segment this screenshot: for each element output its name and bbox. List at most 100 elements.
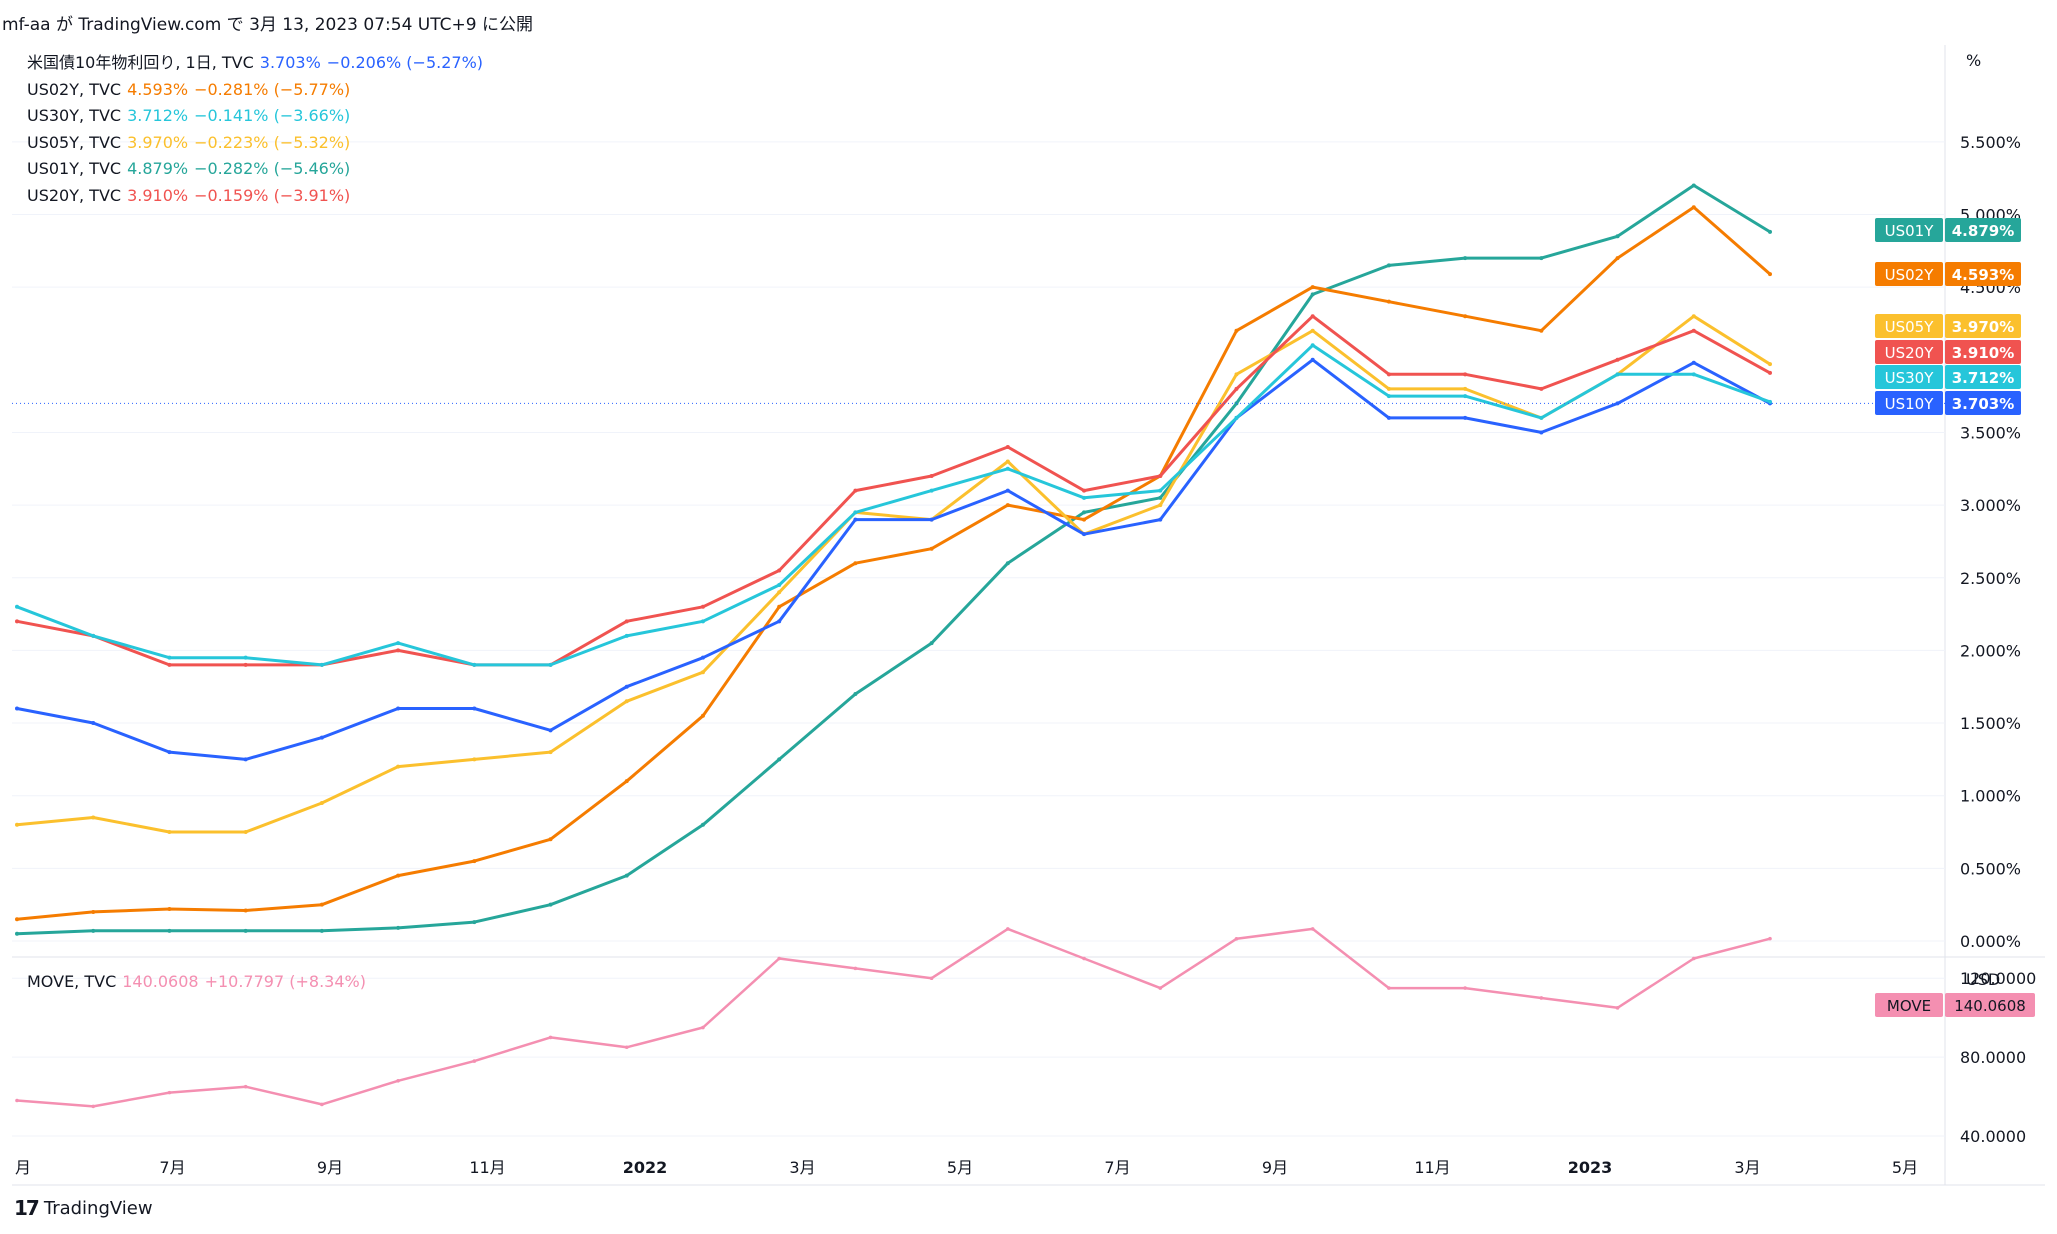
- data-point-us02y: [243, 908, 248, 913]
- data-point-move: [1768, 936, 1772, 941]
- data-point-us10y: [700, 655, 705, 660]
- data-point-move: [1006, 927, 1010, 931]
- x-tick-label: 7月: [159, 1158, 185, 1177]
- data-point-us02y: [1082, 517, 1087, 522]
- y-tick-label: 1.000%: [1960, 787, 2021, 806]
- data-point-us30y: [15, 604, 19, 609]
- data-point-us30y: [243, 655, 248, 660]
- price-badge-us20y[interactable]: US20Y 3.910%: [1875, 340, 2021, 364]
- data-point-us02y: [1539, 328, 1544, 333]
- price-axis-unit-percent: %: [1966, 51, 1981, 70]
- y-tick-label: 120.0000: [1960, 969, 2036, 988]
- data-point-us30y: [396, 641, 401, 646]
- data-point-us01y: [1691, 183, 1696, 188]
- move-legend[interactable]: MOVE, TVC 140.0608 +10.7797 (+8.34%): [27, 972, 366, 991]
- series-line-us01y: [16, 183, 1771, 936]
- price-badge-us05y[interactable]: US05Y 3.970%: [1875, 314, 2021, 338]
- data-point-us30y: [1463, 394, 1468, 399]
- legend-change: −0.223% (−5.32%): [194, 132, 351, 152]
- data-point-move: [1615, 1006, 1620, 1010]
- data-point-us10y: [319, 735, 324, 740]
- legend-row-us10y[interactable]: 米国債10年物利回り, 1日, TVC 3.703% −0.206% (−5.27%…: [27, 50, 489, 77]
- data-point-us20y: [1310, 314, 1315, 319]
- data-point-move: [320, 1102, 324, 1107]
- legend-name: US01Y, TVC: [27, 159, 122, 178]
- data-point-us01y: [1539, 256, 1544, 261]
- data-point-us05y: [624, 699, 629, 704]
- legend-row-us05y[interactable]: US05Y, TVC 3.970% −0.223% (−5.32%): [27, 130, 489, 157]
- data-point-us10y: [396, 706, 401, 711]
- data-point-us02y: [548, 837, 553, 842]
- price-badge-us10y[interactable]: US10Y 3.703%: [1875, 391, 2021, 415]
- data-point-us05y: [472, 757, 477, 762]
- legend-value: 4.879%: [127, 159, 189, 178]
- data-point-us30y: [700, 619, 705, 624]
- data-point-us20y: [1005, 444, 1010, 449]
- data-point-us10y: [15, 706, 19, 711]
- data-point-us05y: [15, 822, 19, 827]
- y-tick-label: 40.0000: [1960, 1127, 2026, 1146]
- data-point-us01y: [91, 928, 96, 933]
- data-point-us10y: [91, 721, 96, 726]
- data-point-us02y: [1615, 256, 1620, 261]
- data-point-us01y: [15, 931, 19, 936]
- legend-change: −0.282% (−5.46%): [194, 159, 351, 178]
- data-point-us02y: [1005, 503, 1010, 508]
- data-point-us05y: [1463, 386, 1468, 391]
- x-tick-label: 11月: [469, 1158, 505, 1177]
- data-point-move: [929, 976, 934, 981]
- data-point-us30y: [853, 510, 858, 515]
- badge-value-bg: [1945, 340, 2021, 364]
- data-point-us01y: [1615, 234, 1620, 239]
- badge-label-bg: [1875, 391, 1943, 415]
- data-point-move: [243, 1084, 248, 1089]
- data-point-us05y: [1005, 459, 1010, 464]
- data-point-us01y: [396, 925, 401, 930]
- badge-label: US02Y: [1885, 266, 1935, 284]
- price-badge-us02y[interactable]: US02Y 4.593%: [1875, 262, 2021, 286]
- data-point-move: [472, 1059, 477, 1063]
- data-point-us05y: [1768, 362, 1772, 367]
- x-tick-label: 2022: [623, 1158, 668, 1177]
- data-point-us20y: [243, 662, 248, 667]
- data-point-us20y: [1386, 372, 1391, 377]
- tradingview-footer[interactable]: 17 TradingView: [14, 1196, 153, 1220]
- legend-row-us20y[interactable]: US20Y, TVC 3.910% −0.159% (−3.91%): [27, 183, 489, 210]
- data-point-us02y: [929, 546, 934, 551]
- data-point-us01y: [777, 757, 782, 762]
- data-point-us30y: [929, 488, 934, 493]
- data-point-move: [1234, 937, 1239, 941]
- data-point-us02y: [167, 907, 172, 912]
- data-point-us30y: [1234, 415, 1239, 420]
- y-tick-label: 1.500%: [1960, 714, 2021, 733]
- data-point-us10y: [1691, 360, 1696, 365]
- data-point-us01y: [1158, 495, 1163, 500]
- data-point-us30y: [472, 662, 477, 667]
- data-point-us01y: [853, 691, 858, 696]
- badge-value-bg: [1945, 314, 2021, 338]
- data-point-us02y: [700, 713, 705, 718]
- legend-row-us01y[interactable]: US01Y, TVC 4.879% −0.282% (−5.46%): [27, 156, 489, 183]
- legend-row-us02y[interactable]: US02Y, TVC 4.593% −0.281% (−5.77%): [27, 77, 489, 104]
- price-badge-us30y[interactable]: US30Y 3.712%: [1875, 365, 2021, 389]
- price-badge-us01y[interactable]: US01Y 4.879%: [1875, 218, 2021, 242]
- data-point-us20y: [1768, 370, 1772, 375]
- data-point-us05y: [1386, 386, 1391, 391]
- series-legend: 米国債10年物利回り, 1日, TVC 3.703% −0.206% (−5.27%…: [27, 50, 489, 209]
- legend-change: −0.141% (−3.66%): [194, 106, 351, 125]
- data-point-move: [701, 1025, 705, 1030]
- data-point-us30y: [1158, 488, 1163, 493]
- badge-label-bg: [1875, 262, 1943, 286]
- data-point-us30y: [1691, 372, 1696, 377]
- badge-label-bg: [1875, 218, 1943, 242]
- data-point-us10y: [1539, 430, 1544, 435]
- series-line-us02y: [16, 205, 1771, 921]
- legend-row-us30y[interactable]: US30Y, TVC 3.712% −0.141% (−3.66%): [27, 103, 489, 130]
- badge-label-bg: [1875, 340, 1943, 364]
- data-point-us10y: [167, 750, 172, 755]
- legend-change: +10.7797 (+8.34%): [204, 972, 366, 991]
- data-point-us02y: [624, 779, 629, 784]
- data-point-us02y: [1691, 205, 1696, 210]
- price-badge-move[interactable]: MOVE 140.0608: [1875, 993, 2035, 1017]
